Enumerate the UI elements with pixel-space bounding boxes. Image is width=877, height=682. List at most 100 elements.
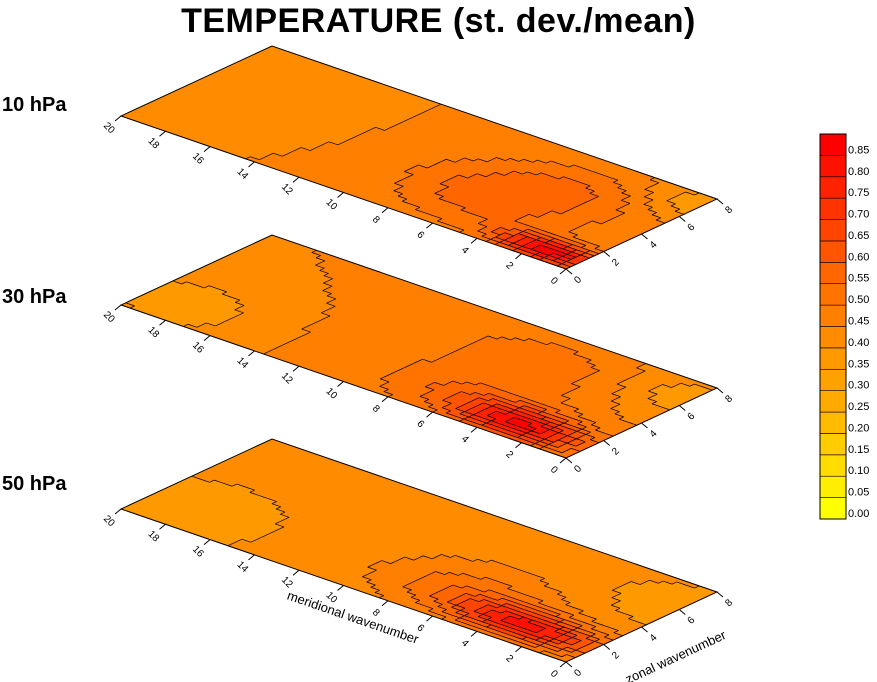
- meridional-tick: [292, 176, 300, 183]
- meridional-tick-label: 10: [323, 386, 339, 402]
- zonal-tick-label: 2: [610, 446, 622, 458]
- contour-segment: [594, 248, 604, 252]
- zonal-tick: [603, 440, 611, 446]
- meridional-tick: [248, 350, 255, 357]
- zonal-tick-label: 4: [648, 428, 660, 440]
- contour-segment: [566, 251, 572, 255]
- contour-segment: [648, 199, 654, 203]
- contour-segment: [540, 244, 550, 249]
- contour-segment: [557, 258, 567, 262]
- zonal-tick-label: 6: [686, 411, 698, 423]
- meridional-tick: [515, 253, 522, 260]
- contour-segment: [535, 254, 545, 258]
- contour-segment: [544, 240, 550, 244]
- contour-segment: [552, 258, 558, 262]
- meridional-tick-label: 6: [414, 229, 426, 241]
- contour-segment: [548, 252, 554, 256]
- contour-segment: [573, 227, 579, 230]
- meridional-tick-label: 4: [459, 245, 471, 257]
- contour-segment: [566, 261, 576, 265]
- contour-segment: [552, 260, 562, 265]
- contour-segment: [619, 212, 625, 216]
- contour-fill-0: [120, 45, 718, 270]
- contour-segment: [610, 217, 616, 220]
- meridional-tick-label: 2: [503, 260, 515, 272]
- contour-segment: [561, 263, 571, 268]
- zonal-tick: [641, 422, 648, 429]
- contour-lines-0: [245, 103, 700, 268]
- meridional-tick-label: 0: [548, 464, 560, 476]
- contour-segment: [581, 245, 587, 248]
- contour-segment: [571, 256, 577, 260]
- meridional-tick-label: 16: [190, 151, 206, 167]
- meridional-tick: [114, 304, 122, 311]
- zonal-tick-label: 8: [723, 204, 735, 216]
- contour-segment: [558, 243, 568, 248]
- contour-segment: [562, 248, 572, 253]
- meridional-tick-label: 8: [370, 403, 382, 415]
- contour-segment: [580, 254, 590, 259]
- contour-segment: [530, 248, 540, 253]
- contour-segment: [694, 192, 700, 196]
- zonal-tick-label: 8: [723, 393, 735, 405]
- meridional-tick: [426, 411, 433, 418]
- zonal-tick: [716, 387, 724, 394]
- meridional-tick-label: 2: [503, 449, 515, 461]
- contour-segment: [571, 249, 577, 253]
- meridional-tick: [159, 130, 166, 137]
- meridional-tick: [470, 238, 478, 244]
- contour-segment: [571, 251, 581, 256]
- meridional-tick: [337, 381, 344, 387]
- contour-segment: [647, 209, 657, 213]
- contour-segment: [566, 259, 572, 262]
- level-label-50hpa: 50 hPa: [2, 473, 67, 495]
- contour-segment: [568, 229, 574, 233]
- contour-segment: [572, 234, 578, 238]
- contour-segment: [548, 255, 558, 259]
- contour-segment: [526, 251, 536, 255]
- meridional-tick-label: 12: [279, 182, 295, 198]
- contour-segment: [549, 238, 555, 241]
- contour-segment: [643, 201, 649, 205]
- contour-segment: [549, 240, 559, 244]
- contour-segment: [549, 247, 559, 252]
- zonal-tick: [678, 405, 686, 411]
- contour-segment: [643, 203, 653, 208]
- contour-segment: [680, 191, 686, 195]
- contour-segment: [601, 221, 607, 225]
- contour-segment: [544, 242, 555, 247]
- contour-segment: [666, 200, 676, 205]
- meridional-tick: [381, 207, 389, 214]
- contour-segment: [567, 244, 573, 248]
- zonal-tick-label: 4: [648, 239, 660, 251]
- contour-segment: [534, 252, 540, 255]
- contour-segment: [568, 238, 578, 243]
- contour-segment: [567, 246, 577, 251]
- contour-segment: [553, 245, 564, 250]
- contour-segment: [572, 236, 582, 241]
- contour-segment: [581, 247, 591, 251]
- contour-segment: [576, 249, 586, 254]
- contour-segment: [670, 205, 680, 210]
- contour-segment: [535, 244, 541, 248]
- contour-segment: [566, 253, 577, 258]
- zonal-tick: [565, 268, 573, 275]
- meridional-tick: [470, 427, 478, 433]
- meridional-tick-label: 20: [101, 309, 117, 325]
- contour-segment: [674, 208, 680, 212]
- contour-segment: [656, 217, 662, 221]
- meridional-tick-label: 20: [101, 120, 117, 136]
- meridional-tick: [292, 365, 300, 372]
- contour-segment: [651, 212, 657, 216]
- contour-segment: [670, 203, 676, 207]
- zonal-tick: [641, 233, 648, 240]
- contour-segment: [543, 257, 554, 262]
- level-label-10hpa: 10 hPa: [2, 94, 67, 116]
- zonal-tick: [565, 457, 573, 464]
- contour-segment: [651, 214, 662, 219]
- meridional-tick: [203, 335, 211, 341]
- contour-segment: [585, 250, 591, 254]
- contour-segment: [594, 245, 600, 249]
- contour-segment: [556, 263, 562, 267]
